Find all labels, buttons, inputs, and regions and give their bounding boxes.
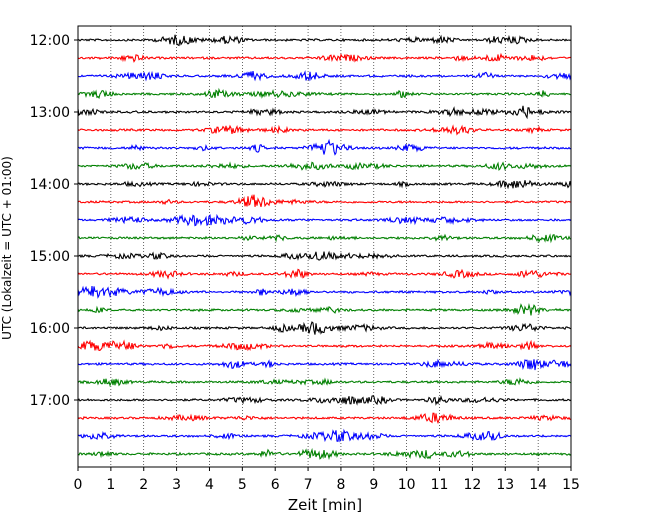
x-tick-label: 7: [304, 477, 313, 493]
trace-1430: [77, 213, 572, 227]
x-axis-ticks: 0 1 2 3 4 5 6 7 8 9 10 11 12 13 14 15: [74, 467, 580, 493]
x-tick-label: 4: [205, 477, 214, 493]
trace-1630: [77, 358, 572, 371]
y-tick-label: 12:00: [30, 33, 70, 49]
x-tick-label: 3: [172, 477, 181, 493]
x-tick-label: 1: [106, 477, 115, 493]
x-axis-label: Zeit [min]: [288, 496, 362, 514]
trace-1230: [77, 70, 572, 82]
seismic-traces: [77, 34, 572, 461]
y-tick-label: 17:00: [30, 393, 70, 409]
y-tick-label: 16:00: [30, 321, 70, 337]
trace-1345: [77, 161, 572, 171]
trace-1315: [77, 124, 572, 136]
trace-1530: [77, 285, 572, 299]
x-tick-label: 0: [74, 477, 83, 493]
x-tick-label: 15: [562, 477, 580, 493]
x-tick-label: 14: [529, 477, 547, 493]
y-axis-label: UTC (Lokalzeit = UTC + 01:00): [0, 156, 14, 340]
trace-1645: [77, 377, 572, 387]
x-tick-label: 2: [139, 477, 148, 493]
trace-1415: [77, 194, 572, 208]
trace-1700: [77, 394, 572, 406]
trace-1245: [77, 87, 572, 100]
x-tick-label: 12: [463, 477, 481, 493]
trace-1515: [77, 268, 572, 280]
x-tick-label: 10: [398, 477, 416, 493]
trace-1300: [77, 105, 572, 120]
trace-1745: [77, 447, 572, 461]
trace-1715: [77, 412, 572, 425]
x-tick-label: 6: [271, 477, 280, 493]
plot-frame: [77, 25, 572, 468]
plot-background: [78, 26, 571, 467]
trace-1400: [77, 179, 572, 190]
x-tick-label: 5: [238, 477, 247, 493]
x-tick-label: 8: [336, 477, 345, 493]
y-tick-label: 13:00: [30, 105, 70, 121]
trace-1330: [77, 138, 572, 156]
trace-1545: [77, 302, 572, 316]
x-tick-label: 13: [496, 477, 514, 493]
x-tick-label: 9: [369, 477, 378, 493]
trace-1200: [77, 34, 572, 47]
y-tick-label: 15:00: [30, 249, 70, 265]
trace-1445: [77, 233, 572, 244]
y-axis-ticks: 12:00 13:00 14:00 15:00 16:00 17:00: [30, 33, 78, 409]
trace-1215: [77, 52, 572, 63]
trace-1600: [78, 321, 572, 335]
trace-1730: [77, 428, 572, 443]
trace-1500: [77, 250, 572, 261]
x-tick-label: 11: [431, 477, 449, 493]
trace-1615: [77, 339, 572, 352]
y-tick-label: 14:00: [30, 177, 70, 193]
